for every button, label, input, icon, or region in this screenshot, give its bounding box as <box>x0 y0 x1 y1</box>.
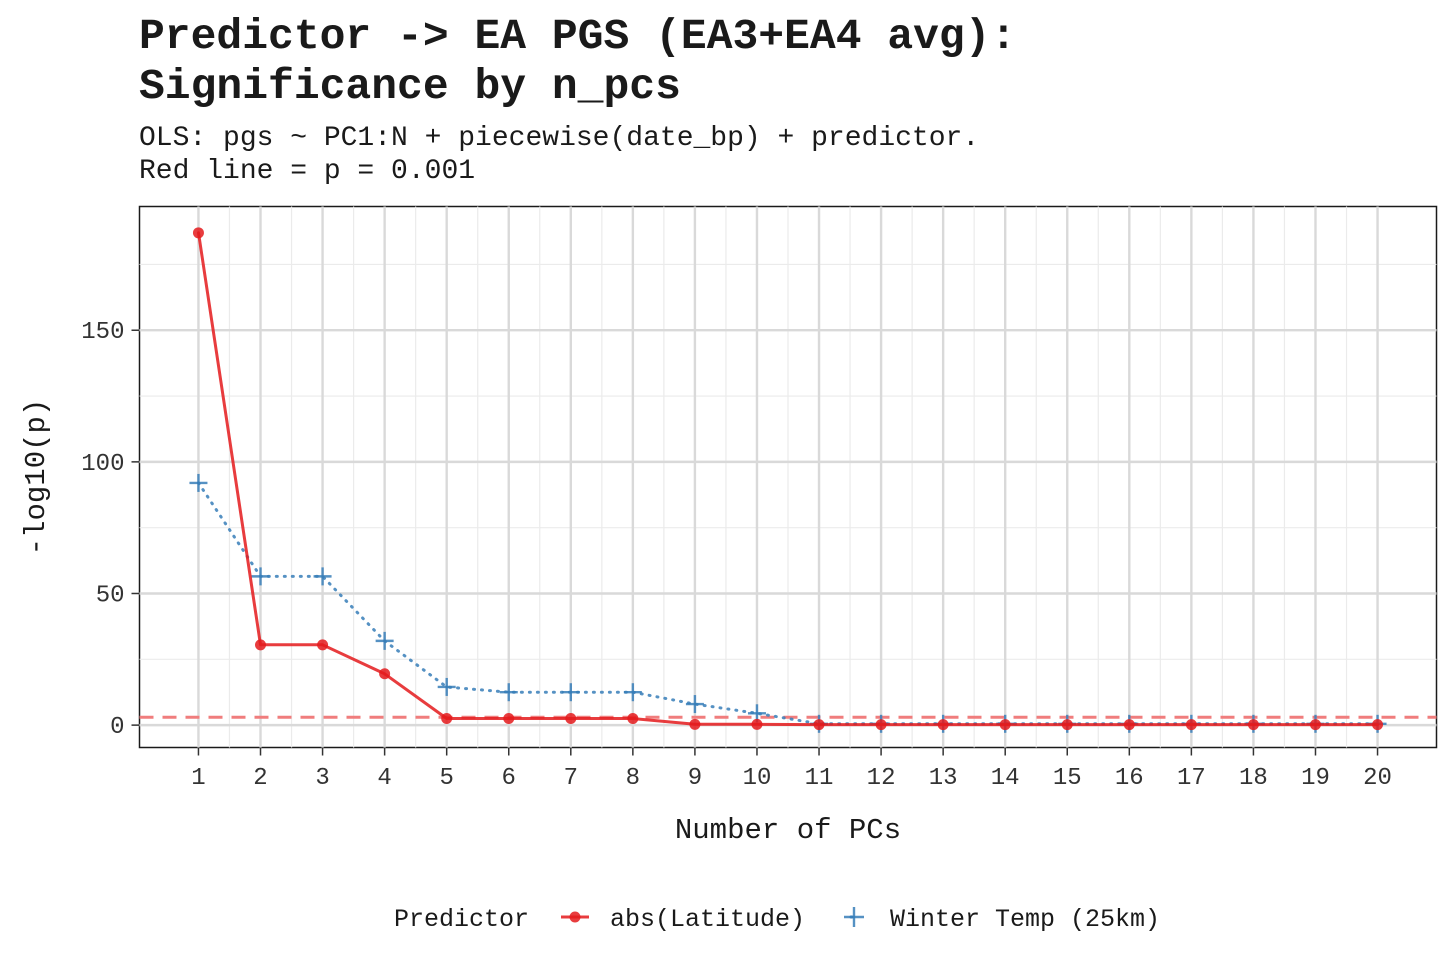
data-point <box>437 677 456 696</box>
data-point <box>317 639 329 651</box>
data-point <box>685 695 704 714</box>
x-tick-label: 7 <box>564 765 578 792</box>
data-point <box>623 683 642 702</box>
title-line-1: Predictor -> EA PGS (EA3+EA4 avg): <box>139 12 1017 61</box>
data-point <box>999 719 1011 731</box>
chart-title: Predictor -> EA PGS (EA3+EA4 avg): Signi… <box>139 12 1016 112</box>
subtitle-line-1: OLS: pgs ~ PC1:N + piecewise(date_bp) + … <box>139 123 980 154</box>
data-point <box>441 713 453 725</box>
data-point <box>1372 719 1384 731</box>
series-line <box>197 231 1379 727</box>
grid-minor <box>139 206 1437 748</box>
data-point <box>1247 719 1259 731</box>
x-tick-label: 4 <box>377 765 391 792</box>
x-tick-label: 16 <box>1115 765 1144 792</box>
y-tick-label: 100 <box>81 451 124 478</box>
x-tick-label: 13 <box>929 765 958 792</box>
y-axis: 0 50 100 150 <box>81 319 140 741</box>
legend-title: Predictor <box>394 905 529 934</box>
x-tick-label: 12 <box>867 765 896 792</box>
y-axis-title: -log10(p) <box>20 399 53 556</box>
data-point <box>379 668 391 680</box>
data-point <box>1185 719 1197 731</box>
x-tick-label: 18 <box>1239 765 1268 792</box>
legend-label: abs(Latitude) <box>610 905 805 934</box>
x-tick-label: 5 <box>439 765 453 792</box>
y-tick-label: 50 <box>96 582 125 609</box>
x-tick-label: 3 <box>315 765 329 792</box>
series-abs-latitude <box>192 227 1384 731</box>
data-point <box>689 718 701 730</box>
legend-key-marker <box>569 911 581 923</box>
legend: Predictor abs(Latitude) Winter Temp (25km… <box>394 905 1160 934</box>
data-point <box>313 567 332 586</box>
x-tick-label: 11 <box>805 765 834 792</box>
legend-item: Winter Temp (25km) <box>844 905 1160 934</box>
data-point <box>813 719 825 731</box>
data-point <box>1309 719 1321 731</box>
data-point <box>1123 719 1135 731</box>
x-axis-title: Number of PCs <box>675 814 901 847</box>
title-line-2: Significance by n_pcs <box>139 62 681 111</box>
data-point <box>561 683 580 702</box>
x-tick-label: 20 <box>1363 765 1392 792</box>
x-tick-label: 10 <box>743 765 772 792</box>
data-point <box>875 719 887 731</box>
x-tick-label: 15 <box>1053 765 1082 792</box>
legend-label: Winter Temp (25km) <box>890 905 1160 934</box>
x-tick-label: 19 <box>1301 765 1330 792</box>
x-tick-label: 8 <box>626 765 640 792</box>
subtitle-line-2: Red line = p = 0.001 <box>139 156 476 187</box>
data-point <box>627 713 639 725</box>
x-axis: 1 2 3 4 5 6 7 8 9 10 11 12 13 14 15 16 17 18 19 20 <box>191 747 1392 792</box>
data-point <box>1061 719 1073 731</box>
y-tick-label: 150 <box>81 319 124 346</box>
data-point <box>251 567 270 586</box>
series-layer <box>189 227 1387 733</box>
data-point <box>565 713 577 725</box>
x-tick-label: 6 <box>502 765 516 792</box>
data-point <box>189 473 208 492</box>
x-tick-label: 1 <box>191 765 205 792</box>
data-point <box>499 683 518 702</box>
x-tick-label: 9 <box>688 765 702 792</box>
data-point <box>375 631 394 650</box>
data-point <box>255 639 267 651</box>
data-point <box>503 713 515 725</box>
legend-items: abs(Latitude) Winter Temp (25km) <box>561 905 1160 934</box>
chart-subtitle: OLS: pgs ~ PC1:N + piecewise(date_bp) + … <box>139 122 979 188</box>
legend-item: abs(Latitude) <box>561 905 805 934</box>
data-point <box>751 718 763 730</box>
data-point <box>192 227 204 239</box>
data-point <box>937 719 949 731</box>
x-tick-label: 14 <box>991 765 1020 792</box>
x-tick-label: 17 <box>1177 765 1206 792</box>
x-tick-label: 2 <box>253 765 267 792</box>
y-tick-label: 0 <box>110 714 124 741</box>
